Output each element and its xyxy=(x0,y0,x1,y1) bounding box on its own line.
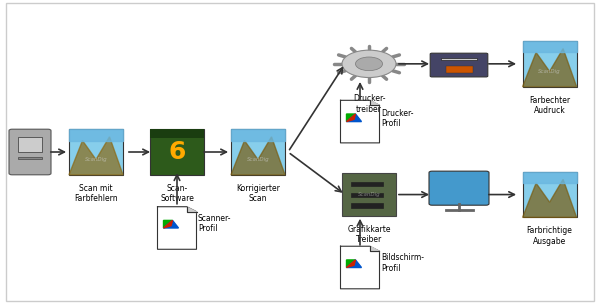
Polygon shape xyxy=(523,172,577,183)
Text: 6: 6 xyxy=(169,140,185,164)
Text: ScanDig: ScanDig xyxy=(538,69,561,74)
FancyBboxPatch shape xyxy=(69,129,123,175)
Polygon shape xyxy=(163,220,173,228)
Polygon shape xyxy=(347,260,355,268)
FancyBboxPatch shape xyxy=(342,173,396,216)
Text: Grafikkarte
Treiber: Grafikkarte Treiber xyxy=(347,225,391,244)
Polygon shape xyxy=(370,100,379,105)
Text: ScanDig: ScanDig xyxy=(247,157,269,162)
Polygon shape xyxy=(231,137,285,175)
Text: ScanDig: ScanDig xyxy=(85,157,107,162)
Circle shape xyxy=(355,57,383,71)
FancyBboxPatch shape xyxy=(351,203,383,208)
Polygon shape xyxy=(347,260,355,268)
Text: Bildschirm-
Profil: Bildschirm- Profil xyxy=(381,253,424,273)
Polygon shape xyxy=(231,129,285,140)
Polygon shape xyxy=(187,207,197,212)
Text: Farbrichtige
Ausgabe: Farbrichtige Ausgabe xyxy=(527,226,572,246)
FancyBboxPatch shape xyxy=(18,137,42,152)
FancyBboxPatch shape xyxy=(446,66,473,73)
Polygon shape xyxy=(347,114,361,122)
Polygon shape xyxy=(163,220,179,228)
Text: ScanDig: ScanDig xyxy=(358,192,380,197)
Polygon shape xyxy=(523,41,577,52)
Polygon shape xyxy=(69,137,123,175)
Polygon shape xyxy=(523,179,577,217)
Text: Drucker-
treiber: Drucker- treiber xyxy=(353,94,385,114)
FancyBboxPatch shape xyxy=(231,129,285,175)
Polygon shape xyxy=(347,260,361,268)
Polygon shape xyxy=(157,207,197,249)
Polygon shape xyxy=(347,114,355,122)
FancyBboxPatch shape xyxy=(430,53,488,77)
Polygon shape xyxy=(341,100,379,143)
FancyBboxPatch shape xyxy=(523,41,577,87)
Circle shape xyxy=(342,50,396,78)
Polygon shape xyxy=(163,220,173,228)
FancyBboxPatch shape xyxy=(150,129,204,138)
Polygon shape xyxy=(347,114,355,122)
Polygon shape xyxy=(69,129,123,140)
Text: Drucker-
Profil: Drucker- Profil xyxy=(381,109,413,128)
Text: Farbechter
Audruck: Farbechter Audruck xyxy=(529,96,570,115)
Text: Korrigierter
Scan: Korrigierter Scan xyxy=(236,184,280,203)
FancyBboxPatch shape xyxy=(351,193,383,197)
FancyBboxPatch shape xyxy=(429,171,489,205)
FancyBboxPatch shape xyxy=(9,129,51,175)
FancyBboxPatch shape xyxy=(150,129,204,175)
Polygon shape xyxy=(341,246,379,289)
FancyBboxPatch shape xyxy=(351,182,383,186)
Text: Scanner-
Profil: Scanner- Profil xyxy=(198,214,232,233)
FancyBboxPatch shape xyxy=(18,157,42,159)
Polygon shape xyxy=(370,246,379,251)
Polygon shape xyxy=(523,49,577,87)
FancyBboxPatch shape xyxy=(441,58,477,60)
Text: Scan mit
Farbfehlern: Scan mit Farbfehlern xyxy=(74,184,118,203)
FancyBboxPatch shape xyxy=(523,172,577,217)
Text: Scan-
Software: Scan- Software xyxy=(160,184,194,203)
